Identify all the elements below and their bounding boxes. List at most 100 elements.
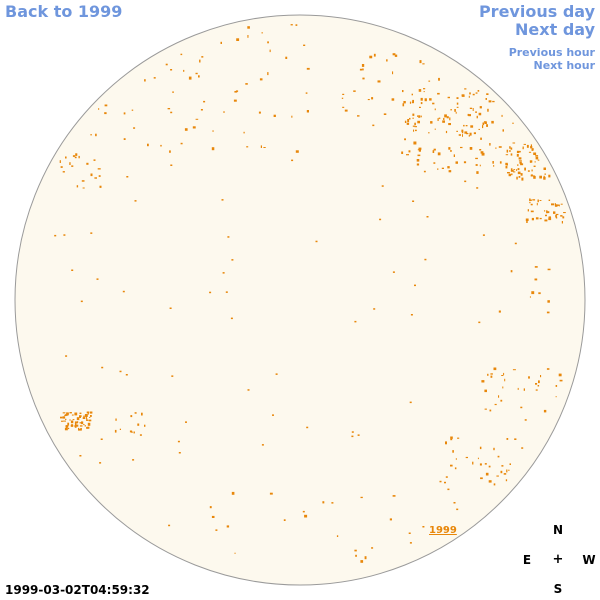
contour-mark: [458, 134, 461, 136]
contour-mark: [130, 415, 133, 418]
contour-mark: [291, 159, 294, 162]
contour-mark: [486, 93, 489, 95]
contour-mark: [75, 153, 78, 156]
contour-mark: [409, 117, 411, 120]
contour-mark: [417, 120, 420, 124]
contour-mark: [546, 211, 550, 214]
contour-mark: [415, 129, 417, 132]
contour-mark: [417, 115, 419, 117]
contour-mark: [443, 527, 446, 529]
contour-mark: [104, 104, 108, 107]
contour-mark: [75, 424, 77, 427]
contour-mark: [543, 176, 546, 180]
previous-hour-link[interactable]: Previous hour: [508, 46, 595, 59]
contour-mark: [520, 163, 524, 166]
contour-mark: [418, 147, 422, 150]
contour-mark: [555, 216, 558, 219]
contour-mark: [201, 56, 204, 58]
contour-mark: [357, 434, 360, 436]
contour-mark: [261, 32, 263, 34]
contour-mark: [96, 278, 99, 280]
contour-mark: [123, 112, 126, 115]
contour-mark: [420, 102, 423, 105]
contour-mark: [477, 90, 480, 92]
contour-mark: [524, 167, 526, 171]
contour-mark: [83, 415, 85, 418]
contour-mark: [223, 111, 225, 113]
contour-mark: [516, 169, 518, 171]
contour-mark: [544, 219, 548, 222]
contour-mark: [85, 416, 87, 419]
contour-mark: [364, 556, 367, 560]
contour-mark: [305, 92, 308, 94]
contour-mark: [454, 109, 456, 112]
contour-mark: [137, 423, 140, 426]
next-hour-link[interactable]: Next hour: [533, 59, 596, 72]
contour-mark: [101, 366, 104, 369]
contour-mark: [123, 138, 126, 140]
contour-mark: [475, 92, 478, 94]
compass-west-label: W: [582, 553, 596, 567]
contour-mark: [285, 56, 288, 59]
contour-mark: [539, 217, 542, 220]
contour-mark: [493, 367, 497, 371]
contour-mark: [424, 258, 427, 261]
contour-mark: [539, 175, 542, 179]
contour-mark: [409, 542, 412, 544]
contour-mark: [434, 108, 436, 111]
contour-mark: [304, 514, 308, 518]
contour-mark: [87, 411, 90, 413]
previous-day-link[interactable]: Previous day: [478, 2, 595, 21]
contour-mark: [494, 403, 497, 406]
contour-mark: [543, 175, 545, 179]
contour-mark: [544, 210, 546, 212]
contour-mark: [560, 203, 563, 205]
contour-mark: [423, 88, 426, 90]
contour-mark: [504, 378, 506, 382]
back-to-year-link[interactable]: Back to 1999: [5, 2, 123, 21]
contour-mark: [290, 24, 293, 26]
contour-mark: [64, 414, 68, 416]
contour-mark: [499, 161, 502, 164]
contour-mark: [233, 99, 237, 102]
contour-mark: [498, 310, 501, 313]
contour-mark: [479, 149, 482, 151]
contour-mark: [503, 372, 505, 376]
contour-mark: [273, 114, 276, 117]
contour-mark: [100, 438, 103, 440]
contour-mark: [437, 152, 441, 156]
contour-mark: [485, 98, 487, 100]
contour-mark: [525, 218, 529, 221]
contour-mark: [482, 125, 484, 129]
contour-mark: [99, 185, 102, 188]
contour-mark: [90, 232, 93, 234]
contour-mark: [485, 472, 489, 476]
contour-mark: [295, 150, 299, 153]
contour-mark: [463, 124, 465, 127]
contour-mark: [561, 221, 563, 224]
contour-mark: [98, 108, 100, 110]
year-marker-link[interactable]: 1999: [429, 525, 457, 536]
contour-mark: [59, 160, 61, 163]
contour-mark: [78, 428, 82, 431]
contour-mark: [531, 148, 534, 151]
contour-mark: [529, 296, 531, 298]
contour-mark: [532, 175, 535, 177]
contour-mark: [79, 425, 83, 427]
contour-mark: [70, 420, 74, 424]
next-day-link[interactable]: Next day: [515, 20, 595, 39]
contour-mark: [488, 480, 492, 483]
contour-mark: [231, 259, 234, 261]
contour-mark: [67, 427, 70, 430]
contour-mark: [245, 83, 248, 85]
contour-mark: [520, 173, 523, 176]
contour-mark: [93, 159, 96, 161]
contour-mark: [412, 125, 415, 127]
contour-mark: [97, 168, 101, 170]
contour-mark: [131, 109, 134, 111]
contour-mark: [510, 168, 513, 172]
contour-mark: [354, 549, 357, 552]
contour-mark: [479, 463, 482, 466]
compass-east-label: E: [522, 553, 532, 567]
contour-mark: [258, 111, 261, 114]
